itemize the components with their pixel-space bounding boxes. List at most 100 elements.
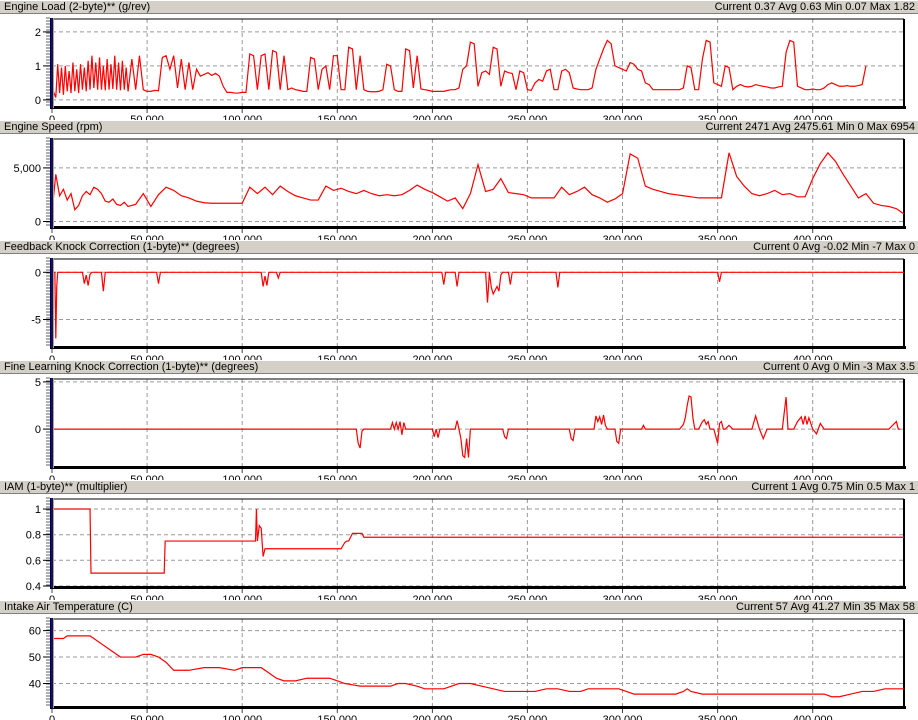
x-axis-ticks: [51, 349, 814, 353]
cursor-handle[interactable]: [53, 258, 54, 348]
y-tick-labels: 5,000 0: [13, 163, 41, 229]
panel-header-iam[interactable]: IAM (1-byte)** (multiplier) Current 1 Avg…: [0, 480, 918, 494]
panel-header-engine-load[interactable]: Engine Load (2-byte)** (g/rev) Current 0.…: [0, 0, 918, 14]
cursor-handle[interactable]: [53, 618, 54, 708]
cursor-handle[interactable]: [53, 18, 54, 108]
y-tick-label: 0.6: [26, 555, 41, 567]
plot-background: [52, 19, 904, 106]
plot-area-engine-load[interactable]: 2 1 0 0 50,000 100,000 150,000 200,000 250,000 30…: [0, 14, 918, 120]
x-tick-label: 300,000: [603, 474, 643, 480]
cursor-marker[interactable]: [51, 18, 54, 108]
plot-area-intake-air-temperature[interactable]: 60 50 40 0 50,000 100,000 150,000 200,000 250,00…: [0, 614, 918, 720]
y-tick-label: 5: [35, 377, 41, 389]
cursor-line[interactable]: [51, 138, 53, 228]
cursor-line[interactable]: [51, 258, 53, 348]
x-tick-label: 0: [49, 594, 55, 600]
x-tick-label: 100,000: [222, 714, 262, 720]
x-tick-label: 150,000: [317, 474, 357, 480]
x-tick-label: 400,000: [793, 594, 833, 600]
x-tick-label: 100,000: [222, 114, 262, 120]
y-tick-label: 1: [35, 61, 41, 73]
x-tick-label: 250,000: [508, 594, 548, 600]
x-tick-label: 150,000: [317, 714, 357, 720]
y-tick-label: 0: [35, 424, 41, 436]
panel-header-intake-air-temperature[interactable]: Intake Air Temperature (C) Current 57 Avg…: [0, 600, 918, 614]
y-tick-label: 0: [35, 95, 41, 107]
y-axis: [43, 257, 52, 348]
x-tick-label: 350,000: [698, 594, 738, 600]
chart-panel-feedback-knock-correction[interactable]: Feedback Knock Correction (1-byte)** (de…: [0, 240, 918, 360]
x-tick-label: 0: [49, 354, 55, 360]
y-tick-label: 0.4: [26, 581, 41, 593]
y-tick-label: 50: [29, 652, 41, 664]
panel-title: Engine Speed (rpm): [4, 120, 103, 133]
plot-area-engine-speed[interactable]: 5,000 0 0 50,000 100,000 150,000 200,000 250,00…: [0, 134, 918, 240]
chart-panel-engine-speed[interactable]: Engine Speed (rpm) Current 2471 Avg 2475.…: [0, 120, 918, 240]
x-tick-label: 0: [49, 114, 55, 120]
plot-svg: 500 50,000 100,000 150,000 200,000 250,000 300…: [35, 377, 906, 480]
x-axis-ticks: [51, 709, 814, 713]
x-tick-label: 200,000: [413, 114, 453, 120]
cursor-marker[interactable]: [51, 258, 54, 348]
y-tick-label: -5: [31, 315, 41, 327]
data-series-fine-learning-knock-correction: [52, 395, 901, 459]
plot-background: [52, 379, 904, 466]
plot-area-fine-learning-knock-correction[interactable]: 5 0 0 50,000 100,000 150,000 200,000 250,000 300…: [0, 374, 918, 480]
x-tick-label: 400,000: [793, 354, 833, 360]
chart-panel-engine-load[interactable]: Engine Load (2-byte)** (g/rev) Current 0.…: [0, 0, 918, 120]
panel-title: Fine Learning Knock Correction (1-byte)*…: [4, 360, 259, 373]
cursor-line[interactable]: [51, 378, 53, 468]
x-tick-labels: 0 50,000 100,000 150,000 200,000 250,000 300,0…: [49, 354, 833, 360]
y-tick-label: 5,000: [13, 163, 41, 175]
x-tick-label: 300,000: [603, 354, 643, 360]
panel-header-fine-learning-knock-correction[interactable]: Fine Learning Knock Correction (1-byte)*…: [0, 360, 918, 374]
cursor-handle[interactable]: [53, 378, 54, 468]
x-tick-label: 200,000: [413, 354, 453, 360]
x-tick-labels: 0 50,000 100,000 150,000 200,000 250,000 300,0…: [49, 114, 833, 120]
panel-title: Engine Load (2-byte)** (g/rev): [4, 0, 151, 13]
y-tick-labels: 0 -5: [31, 267, 41, 326]
chart-panel-fine-learning-knock-correction[interactable]: Fine Learning Knock Correction (1-byte)*…: [0, 360, 918, 480]
cursor-marker[interactable]: [51, 498, 54, 588]
x-axis-line: [50, 466, 906, 469]
panel-header-feedback-knock-correction[interactable]: Feedback Knock Correction (1-byte)** (de…: [0, 240, 918, 254]
panel-header-engine-speed[interactable]: Engine Speed (rpm) Current 2471 Avg 2475.…: [0, 120, 918, 134]
x-tick-label: 50,000: [130, 234, 164, 240]
x-tick-label: 350,000: [698, 474, 738, 480]
data-series-iam: [52, 508, 904, 574]
panel-stats: Current 57 Avg 41.27 Min 35 Max 58: [736, 600, 915, 613]
gridlines: [52, 19, 904, 106]
cursor-handle[interactable]: [53, 498, 54, 588]
data-series-intake-air-temperature: [52, 635, 904, 698]
plot-area-feedback-knock-correction[interactable]: 0 -5 0 50,000 100,000 150,000 200,000 250,000 30…: [0, 254, 918, 360]
plot-svg: 5,000 0 0 50,000 100,000 150,000 200,000 250,00…: [13, 137, 906, 240]
cursor-line[interactable]: [51, 618, 53, 708]
x-tick-label: 0: [49, 474, 55, 480]
x-tick-label: 100,000: [222, 594, 262, 600]
plot-background: [52, 139, 904, 226]
cursor-marker[interactable]: [51, 378, 54, 468]
x-tick-label: 400,000: [793, 114, 833, 120]
cursor-handle[interactable]: [53, 138, 54, 228]
cursor-marker[interactable]: [51, 618, 54, 708]
x-tick-label: 350,000: [698, 714, 738, 720]
x-tick-label: 250,000: [508, 354, 548, 360]
y-tick-label: 2: [35, 27, 41, 39]
x-tick-label: 0: [49, 234, 55, 240]
x-axis-ticks: [51, 469, 814, 473]
y-tick-labels: 1 0.8 0.6 0.4: [26, 504, 41, 593]
x-tick-label: 300,000: [603, 114, 643, 120]
data-series-engine-load: [51, 39, 867, 98]
plot-background: [52, 259, 904, 346]
chart-panel-iam[interactable]: IAM (1-byte)** (multiplier) Current 1 Avg…: [0, 480, 918, 600]
cursor-line[interactable]: [51, 18, 53, 108]
x-axis-line: [50, 706, 906, 709]
x-tick-label: 200,000: [413, 234, 453, 240]
cursor-line[interactable]: [51, 498, 53, 588]
plot-svg: 1 0.8 0.6 0.4 0 50,000 100,000 150,000 200,000 25…: [26, 497, 906, 600]
y-axis: [43, 497, 52, 588]
plot-area-iam[interactable]: 1 0.8 0.6 0.4 0 50,000 100,000 150,000 200,000 25…: [0, 494, 918, 600]
cursor-marker[interactable]: [51, 138, 54, 228]
y-tick-label: 0.8: [26, 530, 41, 542]
chart-panel-intake-air-temperature[interactable]: Intake Air Temperature (C) Current 57 Avg…: [0, 600, 918, 720]
